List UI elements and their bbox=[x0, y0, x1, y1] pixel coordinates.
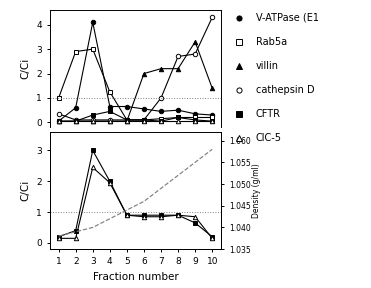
Text: V-ATPase (E1: V-ATPase (E1 bbox=[256, 13, 319, 23]
Y-axis label: C/Ci: C/Ci bbox=[20, 58, 30, 79]
Text: CFTR: CFTR bbox=[256, 109, 281, 119]
Text: villin: villin bbox=[256, 61, 279, 71]
Text: Rab5a: Rab5a bbox=[256, 37, 287, 47]
Text: ClC-5: ClC-5 bbox=[256, 133, 282, 143]
X-axis label: Fraction number: Fraction number bbox=[92, 272, 178, 282]
Y-axis label: C/Ci: C/Ci bbox=[20, 180, 30, 201]
Text: cathepsin D: cathepsin D bbox=[256, 85, 315, 95]
Y-axis label: Density (g/ml): Density (g/ml) bbox=[252, 163, 261, 218]
